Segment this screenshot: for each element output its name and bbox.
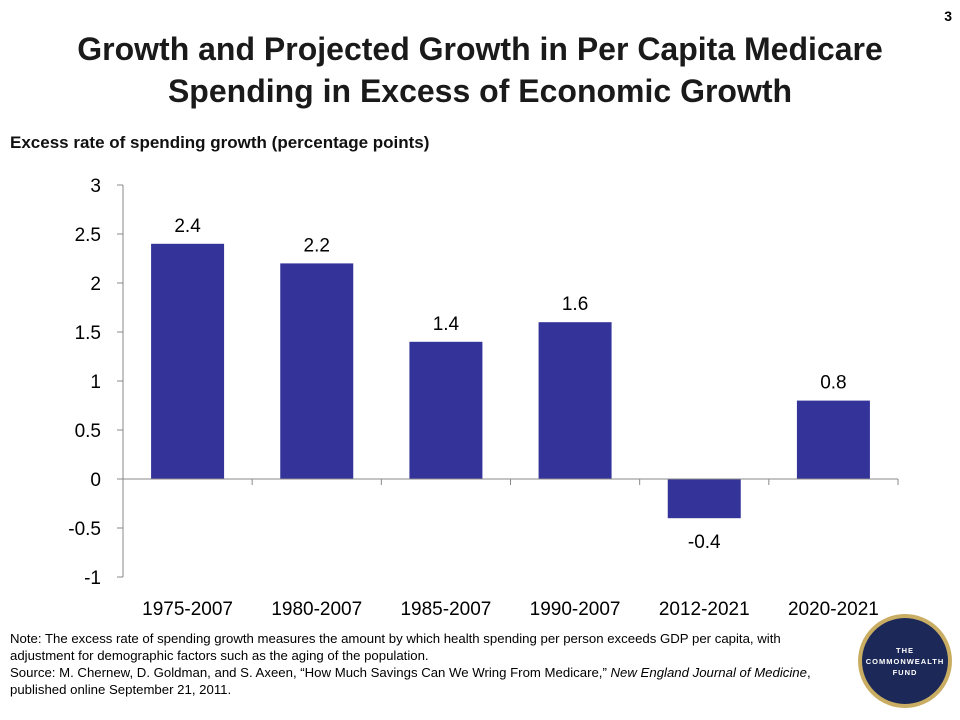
data-labels: 2.4 2.2 1.4 1.6 -0.4 0.8 — [174, 216, 846, 553]
data-label: 0.8 — [820, 373, 846, 394]
chart-note: Note: The excess rate of spending growth… — [10, 630, 840, 698]
y-tick-label: 2 — [90, 274, 101, 295]
y-tick-label: 2.5 — [75, 225, 101, 246]
bar-2020-2021 — [796, 400, 870, 479]
page-number: 3 — [944, 8, 952, 24]
bar-1985-2007 — [409, 341, 483, 479]
y-tick-label: 0 — [90, 470, 101, 491]
logo-line-3: FUND — [892, 667, 918, 677]
commonwealth-fund-logo: THE COMMONWEALTH FUND — [858, 614, 952, 708]
bar-1980-2007 — [280, 263, 354, 479]
bar-1990-2007 — [538, 322, 612, 479]
y-tick-label: 0.5 — [75, 421, 101, 442]
source-prefix: Source: M. Chernew, D. Goldman, and S. A… — [10, 665, 611, 680]
bar-1975-2007 — [151, 243, 225, 479]
data-label: 2.4 — [174, 216, 201, 237]
x-tick-label: 1975-2007 — [142, 599, 233, 620]
y-axis-label: Excess rate of spending growth (percenta… — [10, 133, 430, 152]
y-tick-label: -1 — [84, 568, 101, 589]
y-tick-label: 3 — [90, 176, 101, 197]
y-tick-label: 1 — [90, 372, 101, 393]
logo-seal: THE COMMONWEALTH FUND — [862, 618, 948, 704]
data-label: 1.6 — [562, 294, 588, 315]
x-tick-label: 2012-2021 — [659, 599, 750, 620]
source-journal: New England Journal of Medicine — [610, 665, 807, 680]
logo-line-1: THE — [896, 645, 914, 655]
x-tick-label: 2020-2021 — [788, 599, 879, 620]
y-axis: 3 2.5 2 1.5 1 0.5 0 -0.5 -1 — [68, 176, 124, 589]
x-tick-label: 1990-2007 — [530, 599, 621, 620]
title-line-2: Spending in Excess of Economic Growth — [167, 73, 793, 109]
source-suffix: , published online September 21, 2011. — [10, 665, 811, 697]
note-text: Note: The excess rate of spending growth… — [10, 631, 781, 663]
bar-chart: 32.521.510.50-0.5-1 2.42.21.41.6-0.40.8 … — [68, 176, 899, 620]
x-tick-label: 1980-2007 — [271, 599, 362, 620]
data-label: -0.4 — [688, 532, 721, 553]
x-axis: 1975-2007 1980-2007 1985-2007 1990-2007 2012… — [123, 478, 899, 620]
title-line-1: Growth and Projected Growth in Per Capit… — [77, 31, 883, 67]
bars — [151, 243, 870, 519]
data-label: 2.2 — [304, 235, 330, 256]
y-tick-label: -0.5 — [68, 519, 101, 540]
logo-line-2: COMMONWEALTH — [865, 656, 945, 666]
bar-2012-2021 — [667, 479, 741, 519]
source-text: Source: M. Chernew, D. Goldman, and S. A… — [10, 664, 840, 698]
data-label: 1.4 — [433, 314, 460, 335]
y-tick-label: 1.5 — [75, 323, 101, 344]
page-title: Growth and Projected Growth in Per Capit… — [0, 28, 960, 112]
x-tick-label: 1985-2007 — [400, 599, 491, 620]
